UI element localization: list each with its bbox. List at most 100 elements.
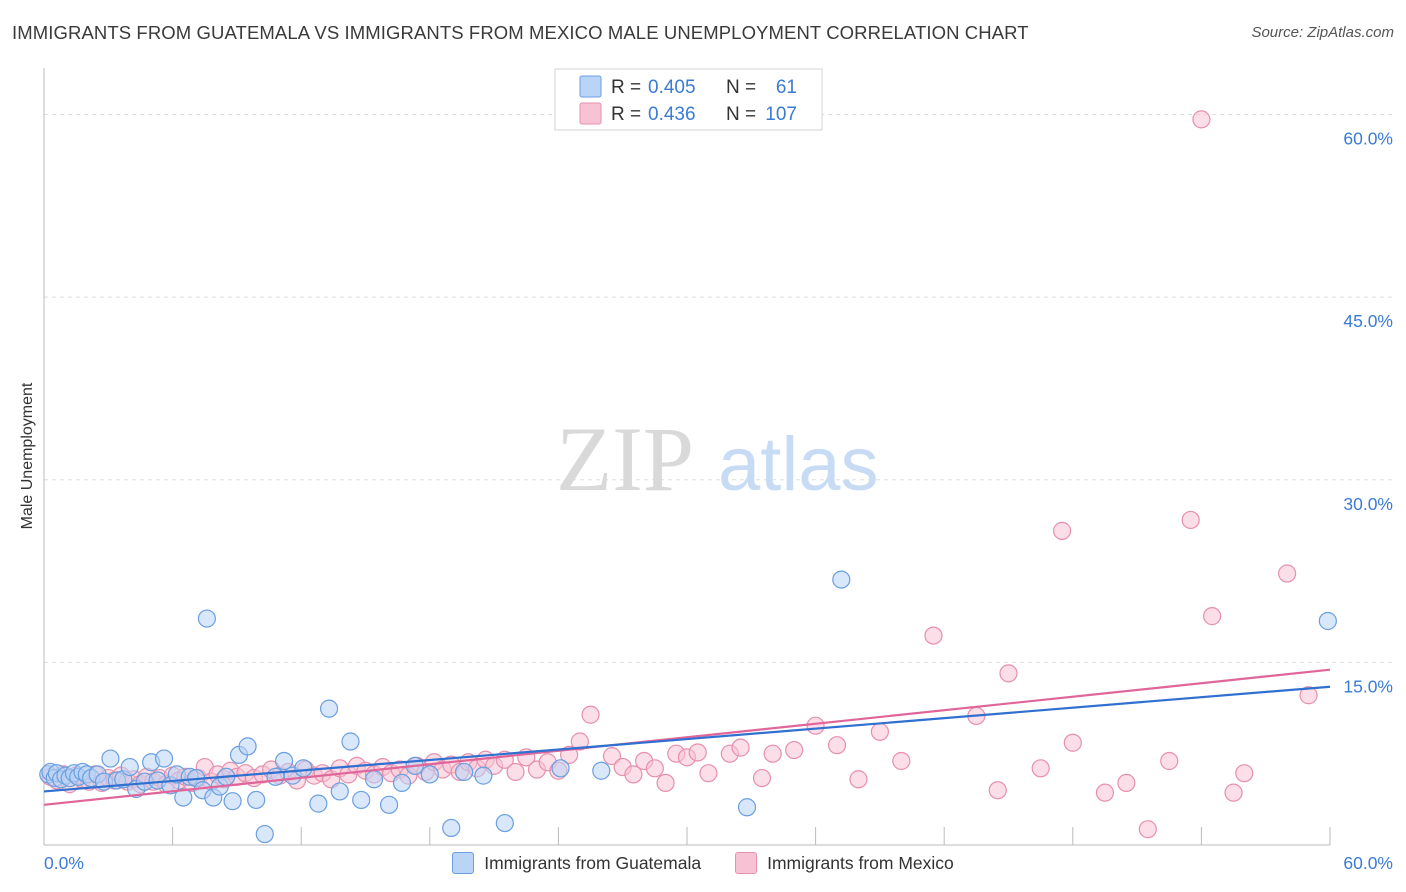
- point-guatemala: [341, 732, 360, 751]
- point-mexico: [827, 736, 847, 755]
- legend-swatch-guatemala: [579, 75, 602, 98]
- bottom-legend-label-guatemala: Immigrants from Guatemala: [484, 852, 702, 873]
- source-label: Source: ZipAtlas.com: [1251, 24, 1394, 41]
- point-mexico: [570, 732, 589, 751]
- legend-n-value-mexico: 107: [765, 104, 797, 125]
- point-guatemala: [352, 790, 371, 810]
- point-mexico: [806, 716, 825, 735]
- point-mexico: [656, 773, 675, 793]
- point-mexico: [870, 722, 890, 741]
- point-mexico: [924, 626, 943, 645]
- point-guatemala: [330, 782, 349, 801]
- point-mexico: [731, 738, 750, 757]
- point-mexico: [999, 664, 1018, 683]
- point-guatemala: [120, 757, 139, 777]
- point-guatemala: [1318, 611, 1337, 631]
- point-guatemala: [551, 759, 570, 778]
- point-mexico: [1278, 564, 1297, 583]
- y-tick-label: 15.0%: [1343, 676, 1393, 696]
- point-guatemala: [294, 759, 313, 778]
- point-guatemala: [309, 794, 328, 813]
- point-mexico: [624, 765, 643, 784]
- watermark: ZIP atlas: [556, 408, 879, 510]
- point-mexico: [1031, 759, 1050, 778]
- point-mexico: [1203, 607, 1222, 626]
- y-tick-label: 30.0%: [1343, 494, 1393, 514]
- y-tick-label: 60.0%: [1343, 129, 1393, 149]
- bottom-legend: Immigrants from Guatemala Immigrants fro…: [0, 852, 1406, 874]
- point-guatemala: [247, 790, 266, 810]
- x-tick-label-min: 0.0%: [44, 853, 84, 873]
- bottom-legend-item-mexico: Immigrants from Mexico: [735, 852, 954, 874]
- point-mexico: [1299, 686, 1318, 705]
- watermark-zip: ZIP: [556, 408, 694, 510]
- series-guatemala-points: [39, 570, 1337, 844]
- point-guatemala: [592, 761, 611, 780]
- point-mexico: [645, 759, 664, 778]
- point-guatemala: [442, 818, 461, 838]
- point-guatemala: [364, 770, 384, 789]
- legend-n-value-guatemala: 61: [776, 77, 797, 98]
- legend-n-label-guatemala: N =: [726, 77, 756, 98]
- legend-r-label-mexico: R =: [611, 104, 641, 125]
- y-tick-label: 45.0%: [1343, 311, 1393, 331]
- trend-line-guatemala: [43, 685, 1331, 793]
- point-mexico: [785, 740, 804, 760]
- chart-title: IMMIGRANTS FROM GUATEMALA VS IMMIGRANTS …: [12, 22, 1029, 43]
- point-guatemala: [101, 749, 120, 768]
- point-mexico: [688, 743, 707, 762]
- point-mexico: [1138, 820, 1157, 839]
- legend-r-value-guatemala: 0.405: [648, 77, 696, 98]
- point-mexico: [1117, 773, 1136, 793]
- bottom-legend-item-guatemala: Immigrants from Guatemala: [452, 852, 701, 874]
- point-guatemala: [255, 824, 274, 844]
- watermark-atlas: atlas: [718, 422, 879, 507]
- legend-r-label-guatemala: R =: [611, 77, 641, 98]
- point-mexico: [1235, 764, 1254, 783]
- point-guatemala: [238, 737, 257, 756]
- point-guatemala: [174, 788, 193, 807]
- axis-layer: 15.0% 30.0% 45.0% 60.0% 0.0% 60.0%: [43, 68, 1393, 873]
- point-guatemala: [474, 766, 493, 785]
- point-guatemala: [495, 813, 514, 833]
- trend-lines: [43, 668, 1331, 806]
- point-mexico: [1095, 783, 1115, 802]
- point-guatemala: [319, 699, 339, 718]
- point-mexico: [1052, 521, 1072, 540]
- point-mexico: [988, 781, 1007, 800]
- point-mexico: [1063, 733, 1082, 752]
- point-mexico: [602, 747, 622, 766]
- legend-swatch-mexico: [579, 102, 602, 125]
- x-tick-label-max: 60.0%: [1343, 853, 1393, 873]
- point-guatemala: [274, 751, 294, 771]
- legend-n-label-mexico: N =: [726, 104, 756, 125]
- point-mexico: [763, 744, 782, 763]
- point-mexico: [752, 768, 772, 788]
- point-guatemala: [154, 749, 174, 768]
- point-guatemala: [832, 570, 851, 589]
- legend: R = 0.405 N = 61 R = 0.436 N = 107: [554, 68, 823, 131]
- point-guatemala: [454, 762, 474, 782]
- trend-line-mexico: [43, 668, 1331, 806]
- point-mexico: [892, 751, 911, 771]
- point-guatemala: [737, 798, 757, 817]
- point-mexico: [849, 770, 868, 789]
- guatemala-swatch: [452, 852, 475, 874]
- point-mexico: [1224, 783, 1243, 802]
- point-mexico: [1192, 110, 1211, 129]
- legend-r-value-mexico: 0.436: [648, 104, 696, 125]
- point-guatemala: [379, 795, 399, 814]
- point-guatemala: [392, 773, 412, 793]
- point-mexico: [581, 705, 600, 724]
- mexico-swatch: [735, 852, 758, 874]
- point-mexico: [1160, 751, 1179, 771]
- point-guatemala: [223, 792, 242, 811]
- point-guatemala: [197, 609, 216, 628]
- bottom-legend-label-mexico: Immigrants from Mexico: [767, 852, 954, 873]
- grid-layer: [44, 114, 1395, 663]
- point-mexico: [699, 764, 718, 783]
- point-mexico: [1181, 510, 1200, 530]
- point-guatemala: [266, 767, 285, 786]
- point-mexico: [506, 762, 525, 782]
